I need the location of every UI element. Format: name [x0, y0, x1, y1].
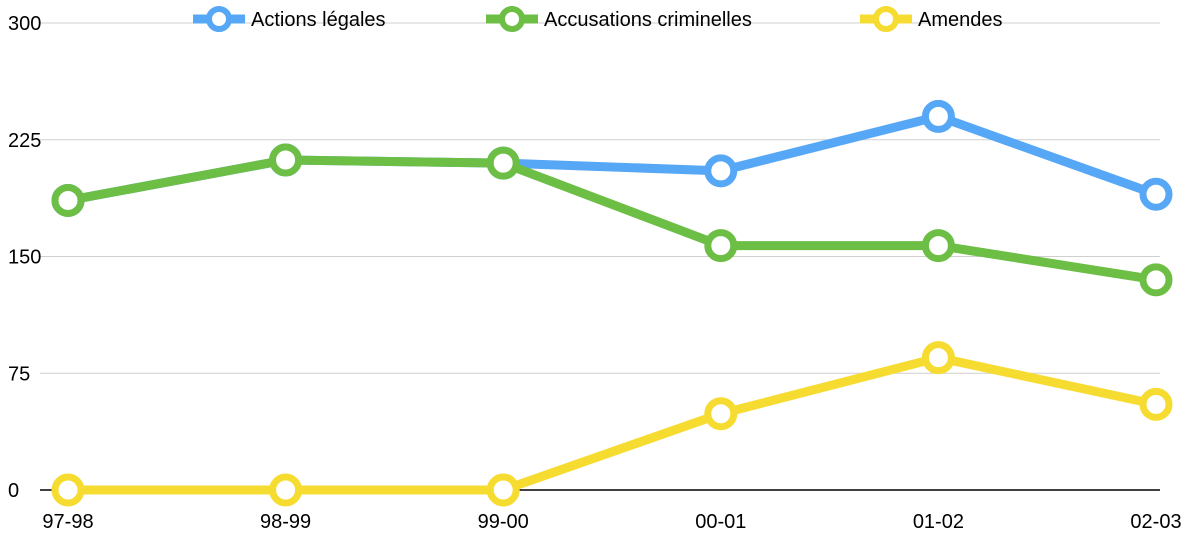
y-tick-label-300: 300	[8, 13, 41, 35]
x-tick-label-97-98: 97-98	[42, 511, 93, 533]
x-tick-label-00-01: 00-01	[695, 511, 746, 533]
legend-item-actions-legales: Actions légales	[193, 6, 386, 32]
x-tick-label-02-03: 02-03	[1130, 511, 1181, 533]
data-point-accusations-criminelles-98-99	[269, 143, 303, 177]
data-point-actions-legales-02-03	[1139, 177, 1173, 211]
data-point-amendes-99-00	[486, 473, 520, 507]
data-point-amendes-98-99	[269, 473, 303, 507]
series-lines	[51, 99, 1173, 507]
legend: Actions légales Accusations criminelles Am…	[193, 6, 1003, 32]
data-point-amendes-01-02	[921, 341, 955, 375]
data-point-amendes-02-03	[1139, 387, 1173, 421]
data-point-accusations-criminelles-97-98	[51, 183, 85, 217]
x-tick-label-99-00: 99-00	[478, 511, 529, 533]
y-tick-label-0: 0	[8, 480, 19, 502]
legend-swatch-marker-actions-legales	[206, 6, 232, 32]
legend-label-accusations-criminelles: Accusations criminelles	[544, 9, 752, 31]
legend-swatch-marker-amendes	[873, 6, 899, 32]
series-actions-legales	[51, 99, 1173, 217]
data-point-amendes-97-98	[51, 473, 85, 507]
x-tick-label-98-99: 98-99	[260, 511, 311, 533]
y-tick-label-150: 150	[8, 247, 41, 269]
series-line-amendes	[63, 353, 1161, 495]
y-tick-label-75: 75	[8, 363, 30, 385]
data-point-accusations-criminelles-99-00	[486, 146, 520, 180]
y-tick-label-225: 225	[8, 130, 41, 152]
legend-label-actions-legales: Actions légales	[251, 9, 386, 31]
series-line-actions-legales	[63, 111, 1161, 205]
data-point-accusations-criminelles-01-02	[921, 229, 955, 263]
series-accusations-criminelles	[51, 143, 1173, 297]
series-amendes	[51, 341, 1173, 507]
data-point-accusations-criminelles-00-01	[704, 229, 738, 263]
legend-swatch-marker-accusations-criminelles	[499, 6, 525, 32]
series-line-accusations-criminelles	[63, 155, 1161, 285]
data-point-actions-legales-00-01	[704, 154, 738, 188]
legend-label-amendes: Amendes	[918, 9, 1003, 31]
legend-item-accusations-criminelles: Accusations criminelles	[486, 6, 752, 32]
data-point-amendes-00-01	[704, 397, 738, 431]
x-tick-label-01-02: 01-02	[913, 511, 964, 533]
data-point-accusations-criminelles-02-03	[1139, 263, 1173, 297]
legend-item-amendes: Amendes	[860, 6, 1003, 32]
data-point-actions-legales-01-02	[921, 99, 955, 133]
